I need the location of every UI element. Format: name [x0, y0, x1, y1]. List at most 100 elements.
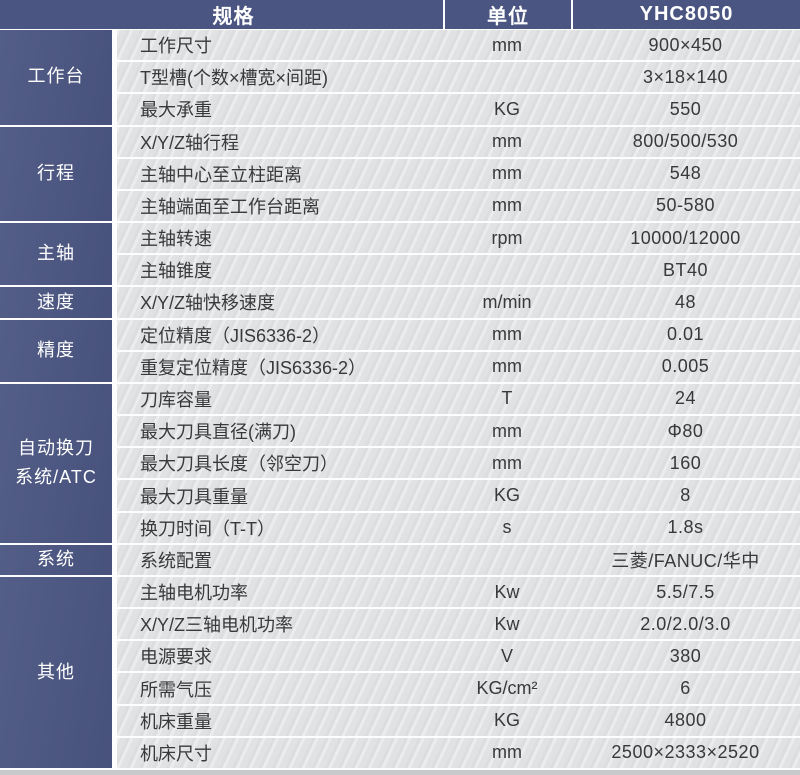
table-row: 最大刀具直径(满刀) mm Φ80 [117, 416, 800, 447]
unit-cell: mm [492, 742, 522, 763]
value-cell: Φ80 [667, 420, 704, 441]
category-cell: 精度 [0, 319, 112, 382]
table-header-row: 规格 单位 YHC8050 [0, 0, 800, 29]
bottom-strip [0, 770, 800, 775]
category-cell: 其他 [0, 576, 112, 768]
table-row: X/Y/Z三轴电机功率 Kw 2.0/2.0/3.0 [117, 609, 800, 640]
table-row: 主轴锥度 BT40 [117, 255, 800, 286]
spec-cell: T型槽(个数×槽宽×间距) [140, 68, 329, 89]
table-row: 所需气压 KG/cm² 6 [117, 673, 800, 704]
value-cell: 3×18×140 [642, 66, 729, 87]
unit-cell: KG [493, 710, 520, 731]
unit-cell: mm [492, 420, 522, 441]
category-label: 系统/ATC [15, 467, 97, 488]
value-cell: 三菱/FANUC/华中 [611, 550, 760, 571]
value-cell: 900×450 [648, 34, 723, 55]
spec-cell: 主轴端面至工作台距离 [140, 196, 320, 217]
unit-cell: mm [492, 163, 522, 184]
header-unit-column-label: 单位 [445, 0, 571, 29]
table-row: 电源要求 V 380 [117, 641, 800, 672]
spec-cell: 机床重量 [140, 711, 212, 732]
category-label: 主轴 [37, 243, 75, 264]
unit-cell: mm [492, 324, 522, 345]
unit-cell: mm [492, 356, 522, 377]
spec-cell: 最大刀具直径(满刀) [140, 422, 296, 443]
unit-cell: KG [493, 98, 520, 119]
category-label: 自动换刀 [18, 437, 94, 458]
spec-cell: 工作尺寸 [140, 36, 212, 57]
spec-cell: X/Y/Z三轴电机功率 [140, 615, 294, 636]
table-row: 刀库容量 T 24 [117, 383, 800, 415]
unit-cell: KG/cm² [476, 678, 538, 699]
category-label: 系统 [37, 549, 75, 570]
value-cell: 4800 [664, 710, 707, 731]
table-row: T型槽(个数×槽宽×间距) 3×18×140 [117, 62, 800, 93]
category-cell: 速度 [0, 287, 112, 318]
spec-cell: 刀库容量 [140, 389, 212, 410]
value-cell: 48 [674, 291, 697, 312]
spec-cell: 主轴转速 [140, 229, 212, 250]
value-cell: 550 [669, 98, 702, 119]
table-row: 主轴电机功率 Kw 5.5/7.5 [117, 576, 800, 608]
spec-cell: 所需气压 [140, 679, 212, 700]
value-cell: 160 [669, 452, 702, 473]
unit-cell: rpm [491, 227, 523, 248]
table-row: 重复定位精度（JIS6336-2） mm 0.005 [117, 351, 800, 382]
spec-cell: 系统配置 [140, 550, 212, 571]
table-row: 主轴中心至立柱距离 mm 548 [117, 158, 800, 189]
category-label: 其他 [37, 661, 75, 682]
table-row: 主轴转速 rpm 10000/12000 [117, 223, 800, 254]
spec-cell: 机床尺寸 [140, 743, 212, 764]
spec-table-body: 工作台 工作尺寸 mm 900×450 T型槽(个数×槽宽×间距) 3×18×140 最大承… [0, 30, 800, 768]
value-cell: 5.5/7.5 [656, 581, 715, 602]
category-cell: 行程 [0, 126, 112, 222]
unit-cell: T [501, 388, 513, 409]
unit-cell: Kw [494, 613, 520, 634]
unit-cell: mm [492, 34, 522, 55]
category-cell: 工作台 [0, 30, 112, 125]
spec-cell: 定位精度（JIS6336-2） [140, 325, 331, 346]
header-spec-column-label: 规格 [0, 0, 443, 29]
unit-cell: mm [492, 131, 522, 152]
value-cell: 548 [669, 163, 702, 184]
value-cell: 10000/12000 [630, 227, 741, 248]
table-row: 定位精度（JIS6336-2） mm 0.01 [117, 319, 800, 350]
value-cell: 24 [674, 388, 697, 409]
category-label: 工作台 [27, 66, 85, 87]
unit-cell: Kw [494, 581, 520, 602]
unit-cell: s [502, 517, 512, 538]
table-row: 最大承重 KG 550 [117, 94, 800, 125]
spec-cell: 主轴中心至立柱距离 [140, 164, 302, 185]
category-label: 速度 [37, 291, 75, 312]
category-cell: 系统 [0, 544, 112, 575]
spec-cell: 电源要求 [140, 647, 212, 668]
value-cell: 0.01 [666, 324, 705, 345]
unit-cell: m/min [482, 291, 532, 312]
table-row: X/Y/Z轴行程 mm 800/500/530 [117, 126, 800, 157]
table-row: 换刀时间（T-T） s 1.8s [117, 512, 800, 543]
value-cell: 800/500/530 [632, 131, 739, 152]
value-cell: 380 [669, 645, 702, 666]
unit-cell: mm [492, 452, 522, 473]
category-label: 精度 [37, 339, 75, 360]
category-cell: 主轴 [0, 223, 112, 286]
table-row: 最大刀具重量 KG 8 [117, 480, 800, 511]
spec-cell: 最大刀具长度（邻空刀） [140, 454, 338, 475]
spec-cell: X/Y/Z轴快移速度 [140, 293, 276, 314]
table-row: 系统配置 三菱/FANUC/华中 [117, 544, 800, 575]
table-row: 最大刀具长度（邻空刀） mm 160 [117, 448, 800, 479]
table-row: 工作尺寸 mm 900×450 [117, 30, 800, 61]
value-cell: 8 [680, 485, 691, 505]
header-model-label: YHC8050 [573, 0, 800, 29]
value-cell: 2500×2333×2520 [611, 742, 760, 763]
spec-cell: X/Y/Z轴行程 [140, 132, 240, 153]
unit-cell: mm [492, 195, 522, 216]
spec-cell: 最大承重 [140, 100, 212, 121]
spec-cell: 主轴电机功率 [140, 583, 248, 604]
category-label: 行程 [37, 162, 75, 183]
value-cell: 1.8s [667, 517, 704, 538]
table-row: 机床尺寸 mm 2500×2333×2520 [117, 737, 800, 768]
value-cell: 2.0/2.0/3.0 [640, 613, 731, 634]
unit-cell: V [500, 645, 513, 666]
